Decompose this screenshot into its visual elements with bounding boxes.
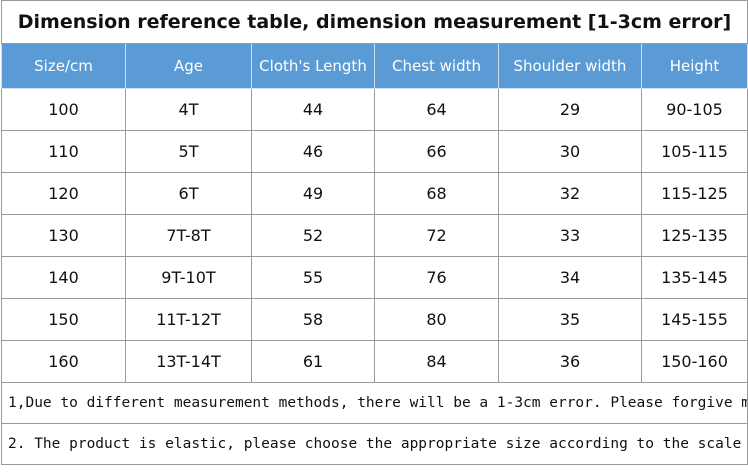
table-row: 140 9T-10T 55 76 34 135-145: [1, 256, 748, 299]
table-cell: 6T: [125, 172, 252, 215]
table-cell: 29: [498, 88, 642, 131]
header-cell: Age: [125, 43, 252, 89]
table-cell: 34: [498, 256, 642, 299]
table-cell: 150-160: [641, 340, 748, 383]
table-cell: 135-145: [641, 256, 748, 299]
table-cell: 33: [498, 214, 642, 257]
table-cell: 105-115: [641, 130, 748, 173]
table-cell: 130: [1, 214, 126, 257]
table-cell: 49: [251, 172, 375, 215]
table-cell: 44: [251, 88, 375, 131]
table-cell: 66: [374, 130, 499, 173]
header-cell: Size/cm: [1, 43, 126, 89]
table-cell: 100: [1, 88, 126, 131]
table-cell: 76: [374, 256, 499, 299]
table-cell: 7T-8T: [125, 214, 252, 257]
header-cell: Cloth's Length: [251, 43, 375, 89]
table-cell: 36: [498, 340, 642, 383]
table-cell: 72: [374, 214, 499, 257]
table-cell: 46: [251, 130, 375, 173]
header-cell: Shoulder width: [498, 43, 642, 89]
table-cell: 30: [498, 130, 642, 173]
table-cell: 4T: [125, 88, 252, 131]
note-row: 1,Due to different measurement methods, …: [1, 382, 748, 424]
table-row: 130 7T-8T 52 72 33 125-135: [1, 214, 748, 257]
table-cell: 35: [498, 298, 642, 341]
table-cell: 9T-10T: [125, 256, 252, 299]
table-row: 150 11T-12T 58 80 35 145-155: [1, 298, 748, 341]
table-cell: 32: [498, 172, 642, 215]
table-row: 120 6T 49 68 32 115-125: [1, 172, 748, 215]
table-cell: 13T-14T: [125, 340, 252, 383]
table-cell: 115-125: [641, 172, 748, 215]
table-cell: 61: [251, 340, 375, 383]
table-cell: 110: [1, 130, 126, 173]
size-table: Dimension reference table, dimension mea…: [1, 0, 748, 465]
table-row: 100 4T 44 64 29 90-105: [1, 88, 748, 131]
table-cell: 64: [374, 88, 499, 131]
table-cell: 90-105: [641, 88, 748, 131]
table-row: 160 13T-14T 61 84 36 150-160: [1, 340, 748, 383]
table-cell: 140: [1, 256, 126, 299]
note-row: 2. The product is elastic, please choose…: [1, 423, 748, 465]
table-cell: 150: [1, 298, 126, 341]
table-title: Dimension reference table, dimension mea…: [1, 0, 748, 44]
table-cell: 55: [251, 256, 375, 299]
table-cell: 84: [374, 340, 499, 383]
table-cell: 58: [251, 298, 375, 341]
table-cell: 11T-12T: [125, 298, 252, 341]
header-cell: Chest width: [374, 43, 499, 89]
table-cell: 160: [1, 340, 126, 383]
header-cell: Height: [641, 43, 748, 89]
table-cell: 125-135: [641, 214, 748, 257]
table-cell: 68: [374, 172, 499, 215]
note-text: 1,Due to different measurement methods, …: [1, 382, 748, 424]
table-cell: 80: [374, 298, 499, 341]
table-cell: 145-155: [641, 298, 748, 341]
note-text: 2. The product is elastic, please choose…: [1, 423, 748, 465]
table-cell: 5T: [125, 130, 252, 173]
table-row: 110 5T 46 66 30 105-115: [1, 130, 748, 173]
table-cell: 120: [1, 172, 126, 215]
header-row: Size/cm Age Cloth's Length Chest width Shoul…: [1, 43, 748, 89]
table-cell: 52: [251, 214, 375, 257]
